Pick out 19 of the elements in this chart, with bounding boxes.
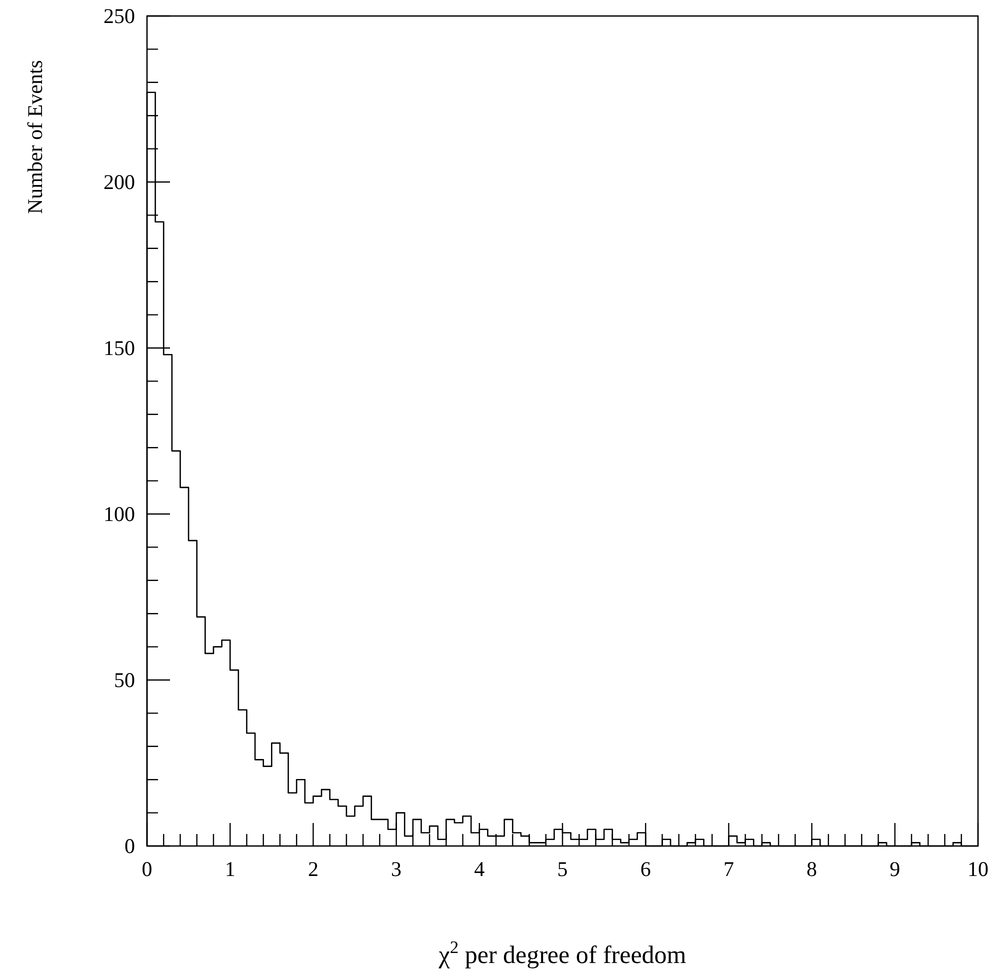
x-tick-label: 7 xyxy=(723,857,734,881)
x-axis-title: χ$^{2}$ per degree of freedom xyxy=(438,937,687,969)
y-tick-label: 200 xyxy=(104,170,135,194)
x-tick-label: 3 xyxy=(391,857,402,881)
x-tick-label: 1 xyxy=(224,857,236,881)
x-tick-label: 8 xyxy=(806,857,818,881)
x-tick-label: 0 xyxy=(142,857,152,881)
x-tick-label: 6 xyxy=(640,857,651,881)
x-tick-label: 5 xyxy=(557,857,568,881)
x-tick-label: 4 xyxy=(474,857,486,881)
y-tick-label: 150 xyxy=(104,336,135,360)
x-tick-label: 2 xyxy=(308,857,318,881)
y-tick-label: 50 xyxy=(114,668,135,692)
y-tick-label: 250 xyxy=(104,4,135,28)
x-tick-label: 10 xyxy=(968,857,988,881)
x-tick-label: 9 xyxy=(890,857,900,881)
y-tick-label: 100 xyxy=(104,502,135,526)
y-axis-title: Number of Events xyxy=(23,60,47,214)
y-tick-label: 0 xyxy=(124,834,135,858)
